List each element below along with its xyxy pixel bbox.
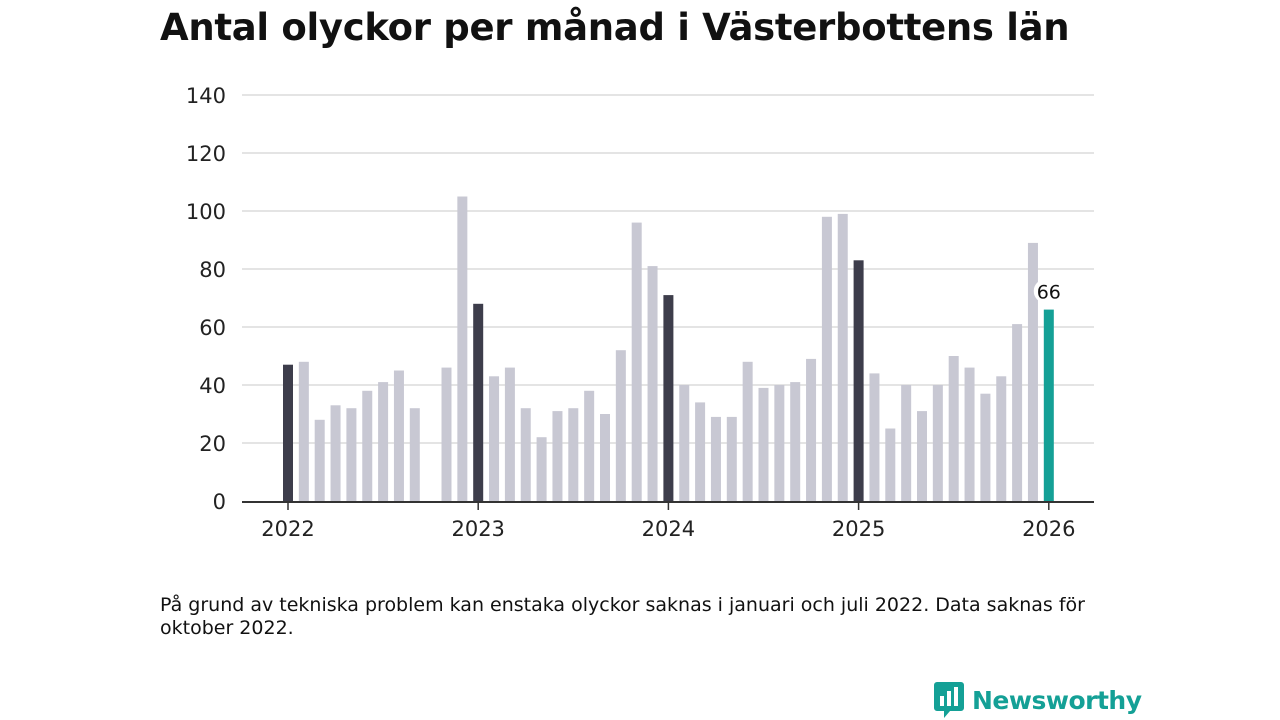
- y-tick-labels: 0 20 40 60 80 100 120 140: [186, 84, 226, 514]
- bar: [996, 376, 1007, 501]
- bar: [1043, 309, 1054, 501]
- bar: [520, 408, 531, 501]
- y-tick-label: 40: [199, 374, 226, 398]
- bar: [663, 295, 674, 501]
- bars: [283, 196, 1054, 502]
- bar: [330, 405, 341, 501]
- data-label-background: [1033, 279, 1064, 303]
- x-tick-label: 2026: [1022, 517, 1075, 541]
- newsworthy-icon: [934, 682, 964, 718]
- bar: [821, 216, 832, 502]
- bar: [568, 408, 579, 501]
- bar: [298, 361, 309, 501]
- bar: [869, 373, 880, 501]
- bar: [710, 416, 721, 501]
- bar: [885, 428, 896, 501]
- data-label: 66: [1037, 282, 1061, 304]
- bar: [393, 370, 404, 501]
- x-tick-label: 2023: [451, 517, 504, 541]
- bar: [695, 402, 706, 501]
- bar: [806, 358, 817, 501]
- x-tick-label: 2025: [832, 517, 885, 541]
- bar: [409, 408, 420, 501]
- x-tick-labels: 2022 2023 2024 2025 2026: [261, 502, 1076, 541]
- bar: [901, 385, 912, 501]
- bar: [964, 367, 975, 501]
- bar: [726, 416, 737, 501]
- x-tick-label: 2022: [261, 517, 314, 541]
- bar: [853, 260, 864, 501]
- bar: [948, 356, 959, 501]
- y-tick-label: 20: [199, 432, 226, 456]
- bar: [679, 385, 690, 501]
- bar: [790, 382, 801, 501]
- bar: [932, 385, 943, 501]
- bar: [441, 367, 452, 501]
- bar: [489, 376, 500, 501]
- brand-name: Newsworthy: [972, 685, 1142, 715]
- bar: [362, 390, 373, 501]
- chart-title: Antal olyckor per månad i Västerbottens …: [160, 6, 1070, 49]
- bar: [504, 367, 515, 501]
- bar: [615, 350, 626, 501]
- bar: [283, 364, 293, 501]
- y-tick-label: 0: [213, 490, 226, 514]
- y-tick-label: 80: [199, 258, 226, 282]
- bar: [536, 437, 547, 501]
- data-labels: 66: [1033, 279, 1064, 304]
- bar: [774, 385, 785, 501]
- footnote: På grund av tekniska problem kan enstaka…: [160, 594, 1085, 639]
- bar: [742, 361, 753, 501]
- y-tick-label: 140: [186, 84, 226, 108]
- bar: [980, 393, 991, 501]
- bar: [314, 419, 325, 501]
- bar: [1012, 324, 1023, 501]
- bar: [631, 222, 642, 501]
- bar: [917, 411, 927, 501]
- y-tick-label: 60: [199, 316, 226, 340]
- bar: [600, 414, 610, 501]
- brand-logo[interactable]: Newsworthy: [934, 682, 1142, 718]
- bar: [473, 303, 484, 501]
- bar: [346, 408, 357, 501]
- bar: [647, 266, 658, 501]
- bar: [584, 390, 595, 501]
- bar: [758, 387, 769, 501]
- x-tick-label: 2024: [642, 517, 695, 541]
- y-tick-label: 120: [186, 142, 226, 166]
- bar: [837, 213, 848, 501]
- y-tick-label: 100: [186, 200, 226, 224]
- bar: [378, 382, 389, 501]
- bar: [1027, 242, 1038, 501]
- bar: [552, 411, 563, 501]
- bar: [457, 196, 468, 501]
